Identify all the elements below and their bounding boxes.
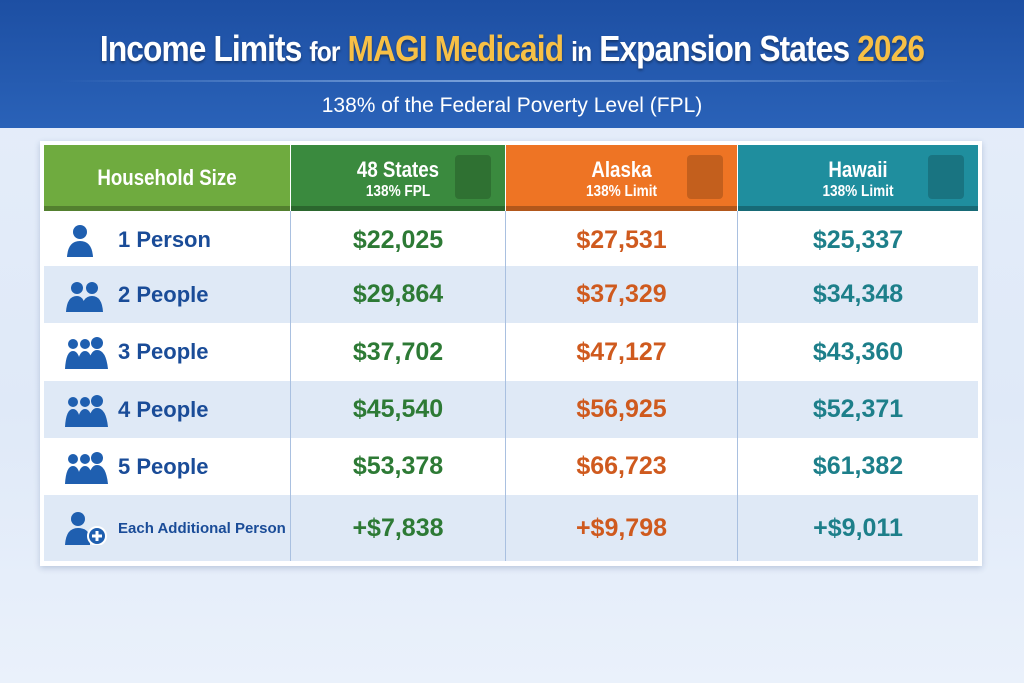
household-size-label: 1 Person [118, 227, 211, 252]
table-row: 1 Person $22,025 $27,531 $25,337 [44, 214, 978, 266]
title-text: in [571, 36, 592, 67]
column-divider [505, 211, 506, 561]
header-48-states: 48 States 138% FPL [291, 145, 505, 211]
household-size-label: 3 People [118, 339, 209, 364]
states48-limit: $29,864 [352, 280, 444, 308]
table-row: 4 People $45,540 $56,925 $52,371 [44, 381, 978, 438]
title-highlight: MAGI Medicaid [347, 28, 565, 69]
household-size-label: Each Additional Person [118, 519, 286, 537]
hawaii-limit: $52,371 [812, 395, 904, 423]
header-household-size: Household Size [44, 145, 290, 211]
household-size-cell: 2 People [44, 266, 290, 323]
column-divider [737, 211, 738, 561]
alaska-limit: $66,723 [576, 452, 667, 480]
header-title: Hawaii [828, 157, 888, 182]
header-title: 48 States [356, 157, 440, 182]
title-text: Expansion States [599, 28, 850, 69]
header-subtitle: 138% Limit [822, 183, 894, 200]
alaska-map-icon [687, 155, 723, 199]
three-people-icon [64, 335, 112, 369]
alaska-limit: $47,127 [576, 337, 667, 366]
header-subtitle: 138% FPL [365, 183, 431, 200]
divider [60, 80, 964, 82]
header-subtitle: 138% Limit [585, 183, 658, 200]
hawaii-limit: $25,337 [812, 225, 904, 254]
group-icon [64, 393, 112, 427]
table-row: 2 People $29,864 $37,329 $34,348 [44, 266, 978, 323]
states48-limit: $53,378 [352, 452, 444, 480]
states48-limit: $37,702 [352, 337, 444, 366]
states48-limit: +$7,838 [352, 513, 444, 542]
alaska-limit: +$9,798 [575, 513, 668, 542]
header-title: Household Size [97, 165, 237, 190]
states48-limit: $45,540 [352, 395, 444, 423]
household-size-cell: Each Additional Person [44, 495, 290, 561]
person-icon [64, 223, 112, 257]
table-row: Each Additional Person +$7,838 +$9,798 +$9,… [44, 495, 978, 561]
states48-limit: $22,025 [352, 225, 444, 254]
household-size-cell: 1 Person [44, 214, 290, 266]
header-hawaii: Hawaii 138% Limit [738, 145, 978, 211]
household-size-cell: 3 People [44, 323, 290, 381]
household-size-label: 2 People [118, 281, 209, 307]
column-divider [290, 211, 291, 561]
hawaii-limit: $43,360 [812, 337, 904, 366]
table-row: 3 People $37,702 $47,127 $43,360 [44, 323, 978, 381]
person-add-icon [64, 511, 112, 545]
subtitle: 138% of the Federal Poverty Level (FPL) [321, 94, 703, 117]
alaska-limit: $27,531 [576, 225, 667, 254]
page-title: Income Limits for MAGI Medicaid in Expan… [61, 28, 962, 70]
title-text: Income Limits [99, 28, 302, 69]
title-text: for [309, 36, 340, 67]
alaska-limit: $37,329 [576, 280, 667, 308]
two-people-icon [64, 278, 112, 312]
title-year: 2026 [857, 28, 925, 69]
household-size-cell: 4 People [44, 381, 290, 438]
us-map-icon [455, 155, 491, 199]
hawaii-limit: $61,382 [812, 452, 904, 480]
hawaii-limit: $34,348 [812, 280, 904, 308]
table-row: 5 People $53,378 $66,723 $61,382 [44, 438, 978, 495]
household-size-label: 4 People [118, 396, 209, 422]
hawaii-map-icon [928, 155, 964, 199]
household-size-cell: 5 People [44, 438, 290, 495]
header-alaska: Alaska 138% Limit [506, 145, 737, 211]
alaska-limit: $56,925 [576, 395, 667, 423]
household-size-label: 5 People [118, 453, 209, 479]
title-banner: Income Limits for MAGI Medicaid in Expan… [0, 0, 1024, 128]
header-title: Alaska [591, 157, 652, 182]
group-icon [64, 450, 112, 484]
income-table: Household Size 48 States 138% FPL Alaska… [40, 141, 982, 566]
hawaii-limit: +$9,011 [813, 513, 903, 542]
